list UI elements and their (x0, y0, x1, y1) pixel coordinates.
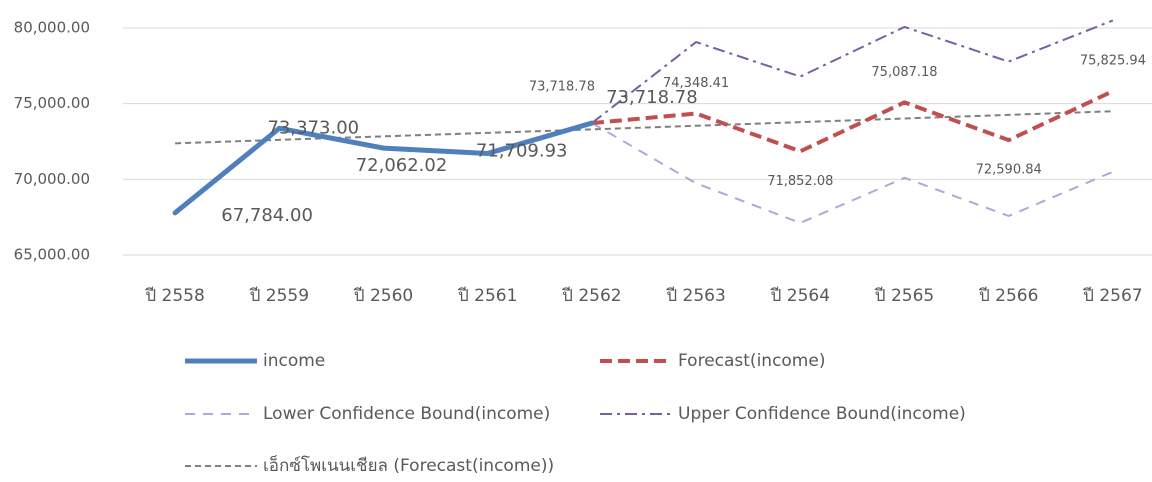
legend-label: เอ็กซ์โพเนนเชียล (Forecast(income)) (263, 454, 554, 476)
y-tick-label: 75,000.00 (14, 94, 90, 112)
legend-label: Upper Confidence Bound(income) (678, 404, 966, 424)
y-tick-label: 80,000.00 (14, 19, 90, 37)
x-tick-label: ปี 2566 (978, 286, 1038, 306)
x-tick-label: ปี 2563 (665, 286, 725, 306)
series-line (591, 122, 1114, 224)
legend-label: income (263, 351, 325, 371)
series-line (175, 110, 1113, 145)
x-tick-label: ปี 2558 (144, 286, 204, 306)
data-label: 73,718.78 (606, 87, 698, 108)
x-tick-label: ปี 2560 (353, 286, 413, 306)
legend-label: Forecast(income) (678, 351, 825, 371)
x-tick-label: ปี 2562 (561, 286, 621, 306)
x-tick-label: ปี 2559 (249, 286, 309, 306)
data-label: 71,852.08 (767, 174, 833, 189)
y-tick-label: 65,000.00 (14, 246, 90, 264)
x-tick-label: ปี 2561 (457, 286, 517, 306)
data-label: 67,784.00 (221, 205, 313, 226)
data-label: 75,087.18 (871, 65, 937, 80)
data-label: 73,373.00 (267, 117, 359, 138)
legend-label: Lower Confidence Bound(income) (263, 404, 550, 424)
data-label: 75,825.94 (1080, 54, 1146, 69)
series-line (591, 19, 1114, 124)
data-label: 72,590.84 (976, 163, 1042, 178)
y-tick-label: 70,000.00 (14, 170, 90, 188)
series-line (591, 89, 1114, 154)
x-tick-label: ปี 2565 (874, 286, 934, 306)
x-tick-label: ปี 2564 (770, 286, 830, 306)
data-label: 74,348.41 (663, 76, 729, 91)
series-line (172, 120, 595, 216)
data-label: 72,062.02 (356, 155, 448, 176)
x-tick-label: ปี 2567 (1082, 286, 1142, 306)
data-label: 73,718.78 (529, 80, 595, 95)
data-label: 71,709.93 (476, 140, 568, 161)
